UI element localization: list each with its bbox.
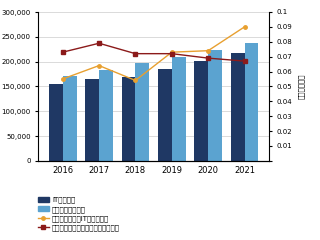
Bar [244, 43, 258, 161]
Bar [122, 78, 135, 161]
Bar [135, 63, 149, 161]
Bar [231, 53, 244, 161]
Y-axis label: 前年比成長数: 前年比成長数 [298, 74, 304, 99]
Bar [99, 70, 113, 161]
Bar [49, 84, 63, 161]
Bar [172, 57, 186, 161]
Bar [158, 69, 172, 161]
Bar [63, 77, 76, 161]
Bar [208, 50, 222, 161]
Bar [85, 79, 99, 161]
Bar [194, 61, 208, 161]
Legend: ITサービス, ビジネスサービス, 前年比成長率（ITサービス）, 前年比成長率（ビジネスサービス）: ITサービス, ビジネスサービス, 前年比成長率（ITサービス）, 前年比成長率… [36, 194, 123, 234]
